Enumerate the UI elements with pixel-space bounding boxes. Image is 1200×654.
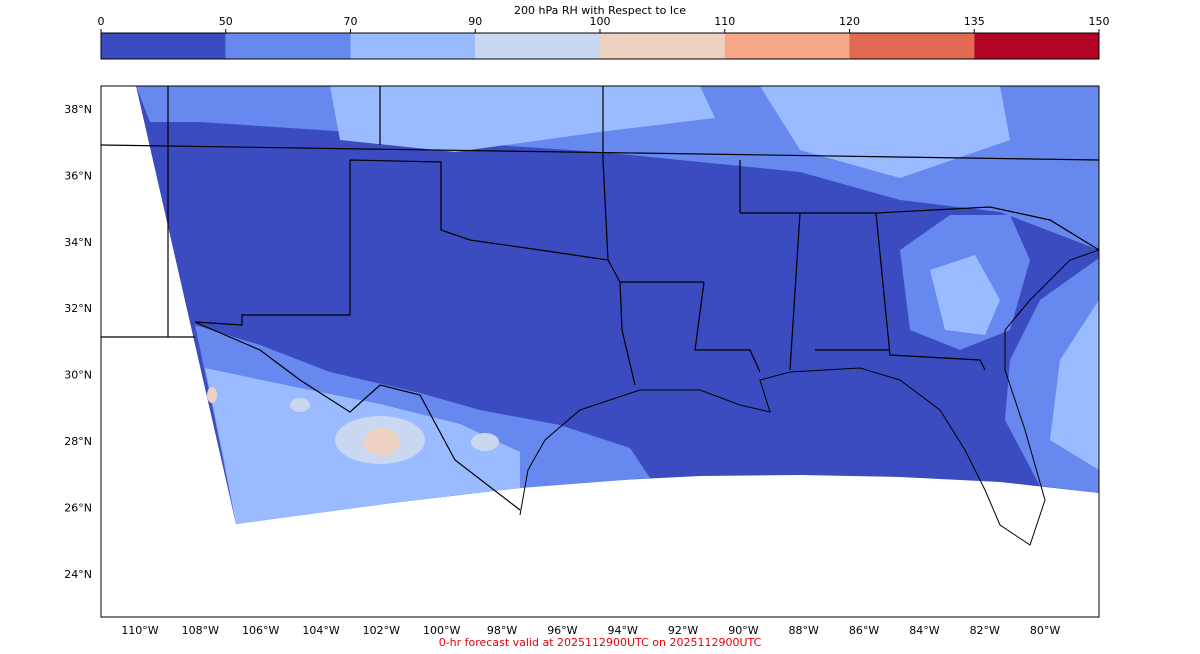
colorbar-tick-label: 110 [714, 15, 735, 28]
lon-label: 106°W [242, 624, 279, 637]
lon-label: 92°W [668, 624, 698, 637]
field-region [930, 255, 1000, 335]
lon-label: 94°W [608, 624, 638, 637]
state-border [101, 86, 1099, 511]
lon-label: 84°W [909, 624, 939, 637]
lat-label: 28°N [64, 435, 92, 448]
colorbar-tick-label: 120 [839, 15, 860, 28]
lon-label: 100°W [423, 624, 460, 637]
lon-label: 104°W [302, 624, 339, 637]
lon-label: 96°W [547, 624, 577, 637]
colorbar-swatch [350, 33, 476, 59]
lat-label: 34°N [64, 236, 92, 249]
map [101, 86, 1099, 546]
lat-label: 26°N [64, 501, 92, 514]
colorbar-swatch [724, 33, 850, 59]
lat-labels: 38°N 36°N 34°N 32°N 30°N 28°N 26°N 24°N [64, 103, 92, 581]
footer: 0-hr forecast valid at 2025112900UTC on … [439, 636, 762, 649]
lon-label: 98°W [487, 624, 517, 637]
colorbar-tick-label: 150 [1089, 15, 1110, 28]
field-region [760, 86, 1010, 178]
lon-label: 86°W [849, 624, 879, 637]
colorbar-tick-label: 50 [219, 15, 233, 28]
colorbar-swatch [101, 33, 226, 59]
field-region [290, 398, 310, 412]
lat-label: 36°N [64, 169, 92, 182]
lon-label: 80°W [1030, 624, 1060, 637]
map-frame [100, 85, 1100, 618]
colorbar-swatch [600, 33, 725, 59]
lon-labels: 110°W 108°W 106°W 104°W 102°W 100°W 98°W 96°W 94… [121, 624, 1060, 637]
colorbar-swatch [475, 33, 600, 59]
lon-label: 90°W [728, 624, 758, 637]
colorbar-swatch [225, 33, 351, 59]
lat-label: 30°N [64, 369, 92, 382]
colorbar-tick-label: 70 [344, 15, 358, 28]
colorbar-tick-label: 100 [590, 15, 611, 28]
field-region [364, 428, 400, 456]
colorbar-tick-label: 90 [468, 15, 482, 28]
lon-label: 88°W [789, 624, 819, 637]
lon-label: 102°W [363, 624, 400, 637]
colorbar-title: 200 hPa RH with Respect to Ice [514, 4, 686, 17]
lat-label: 32°N [64, 302, 92, 315]
field-region [207, 387, 217, 403]
field-region [330, 86, 715, 152]
lon-label: 82°W [970, 624, 1000, 637]
lat-label: 24°N [64, 568, 92, 581]
lon-label: 110°W [121, 624, 158, 637]
colorbar-tick-label: 0 [98, 15, 105, 28]
field-region [471, 433, 499, 451]
colorbar-swatch [974, 33, 1099, 59]
lat-label: 38°N [64, 103, 92, 116]
field-region [1050, 300, 1099, 470]
lon-label: 108°W [182, 624, 219, 637]
colorbar: 0 50 70 90 100 110 120 135 150 [98, 15, 1110, 60]
colorbar-tick-label: 135 [964, 15, 985, 28]
coastline [519, 249, 1099, 546]
colorbar-swatch [849, 33, 975, 59]
